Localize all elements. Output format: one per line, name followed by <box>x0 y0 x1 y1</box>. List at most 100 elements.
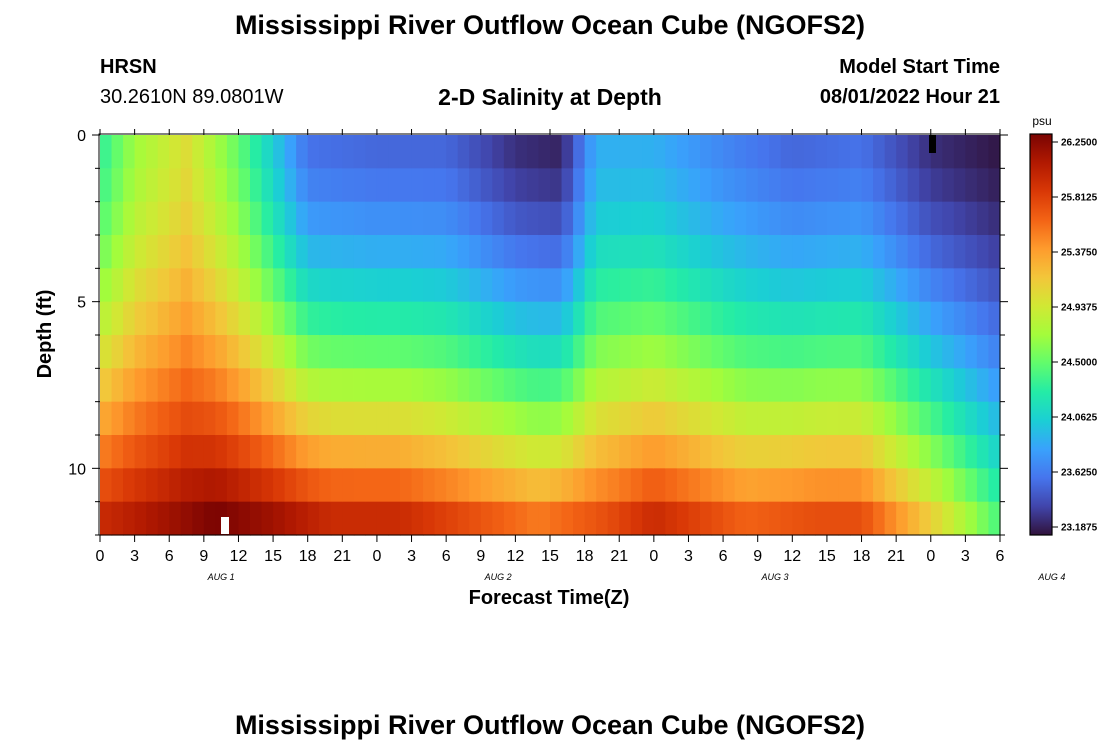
heatmap-cell <box>192 301 205 336</box>
heatmap-cell <box>965 168 978 203</box>
heatmap-cell <box>434 268 447 303</box>
heatmap-cell <box>480 368 493 403</box>
heatmap-cell <box>792 301 805 336</box>
heatmap-cell <box>376 468 390 503</box>
heatmap-cell <box>584 335 597 369</box>
heatmap-cell <box>757 435 770 469</box>
heatmap-cell <box>711 468 724 503</box>
heatmap-cell <box>526 335 540 369</box>
heatmap-cell <box>123 235 136 269</box>
heatmap-cell <box>746 201 759 236</box>
heatmap-cell <box>607 335 620 369</box>
heatmap-cell <box>700 235 713 269</box>
colorbar-tick-label: 23.6250 <box>1061 468 1098 479</box>
heatmap-cell <box>746 368 759 403</box>
heatmap-cell <box>757 335 770 369</box>
heatmap-cell <box>226 301 240 336</box>
heatmap-cell <box>515 168 528 203</box>
heatmap-cell <box>619 168 632 203</box>
heatmap-cell <box>180 335 193 369</box>
station-name: HRSN <box>100 56 157 78</box>
heatmap-cell <box>653 201 666 236</box>
heatmap-cell <box>492 335 505 369</box>
heatmap-cell <box>457 301 470 336</box>
x-tick-label: 12 <box>783 548 801 565</box>
heatmap-cell <box>457 401 470 436</box>
heatmap-cell <box>861 435 874 469</box>
heatmap-cell <box>342 368 355 403</box>
heatmap-cell <box>388 135 401 169</box>
heatmap-cell <box>619 268 632 303</box>
heatmap-cell <box>619 335 632 369</box>
heatmap-cell <box>169 268 182 303</box>
heatmap-cell <box>180 468 193 503</box>
heatmap-cell <box>411 401 424 436</box>
heatmap-cell <box>169 368 182 403</box>
heatmap-cell <box>146 335 159 369</box>
heatmap-cell <box>365 435 378 469</box>
heatmap-cell <box>146 501 159 536</box>
heatmap-cell <box>942 368 955 403</box>
heatmap-cell <box>515 435 528 469</box>
heatmap-cell <box>434 201 447 236</box>
heatmap-cell <box>826 335 840 369</box>
x-tick-label: 9 <box>476 548 485 565</box>
heatmap-cell <box>850 368 863 403</box>
heatmap-cell <box>746 235 759 269</box>
heatmap-cell <box>653 368 666 403</box>
heatmap-cell <box>261 501 274 536</box>
heatmap-cell <box>261 168 274 203</box>
heatmap-cell <box>688 468 701 503</box>
heatmap-cell <box>457 135 470 169</box>
heatmap-cell <box>596 501 609 536</box>
heatmap-cell <box>815 168 828 203</box>
heatmap-cell <box>215 401 228 436</box>
heatmap-cell <box>665 201 678 236</box>
heatmap-cell <box>550 501 563 536</box>
heatmap-cell <box>711 168 724 203</box>
heatmap-cell <box>423 435 436 469</box>
heatmap-cell <box>734 468 747 503</box>
day-label: AUG 3 <box>760 572 788 582</box>
colorbar-tick-label: 23.1875 <box>1061 523 1098 534</box>
heatmap-cell <box>238 235 251 269</box>
heatmap-cell <box>319 468 332 503</box>
heatmap-cell <box>480 301 493 336</box>
heatmap-cell <box>665 335 678 369</box>
heatmap-cell <box>146 368 159 403</box>
heatmap-cell <box>515 335 528 369</box>
heatmap-cell <box>538 235 551 269</box>
heatmap-cell <box>296 501 309 536</box>
heatmap-cell <box>353 135 366 169</box>
heatmap-cell <box>273 268 286 303</box>
heatmap-cell <box>769 368 782 403</box>
heatmap-cell <box>561 468 574 503</box>
heatmap-cell <box>457 335 470 369</box>
heatmap-cell <box>480 168 493 203</box>
heatmap-cell <box>226 468 240 503</box>
heatmap-cell <box>953 168 966 203</box>
heatmap-cell <box>976 168 990 203</box>
heatmap-cell <box>953 268 966 303</box>
heatmap-cell <box>688 368 701 403</box>
heatmap-cell <box>803 235 816 269</box>
heatmap-cell <box>526 501 540 536</box>
heatmap-cell <box>919 335 932 369</box>
heatmap-cell <box>942 135 955 169</box>
heatmap-cell <box>111 201 124 236</box>
heatmap-cell <box>838 235 851 269</box>
heatmap-cell <box>769 335 782 369</box>
heatmap-cell <box>607 368 620 403</box>
heatmap-cell <box>884 268 897 303</box>
heatmap-cell <box>296 335 309 369</box>
heatmap-cell <box>261 401 274 436</box>
station-location: 30.2610N 89.0801W <box>100 86 284 108</box>
heatmap-cell <box>400 501 413 536</box>
heatmap-cell <box>884 468 897 503</box>
heatmap-cell <box>861 201 874 236</box>
heatmap-cell <box>100 335 113 369</box>
heatmap-cell <box>307 235 320 269</box>
heatmap-cell <box>734 201 747 236</box>
x-axis: 0 3 6 9 12 15 18 21 0 3 6 9 12 15 18 21 0 3 6 9 12 15 18 21 0 3 6 A… <box>96 129 1065 582</box>
heatmap-cell <box>307 468 320 503</box>
